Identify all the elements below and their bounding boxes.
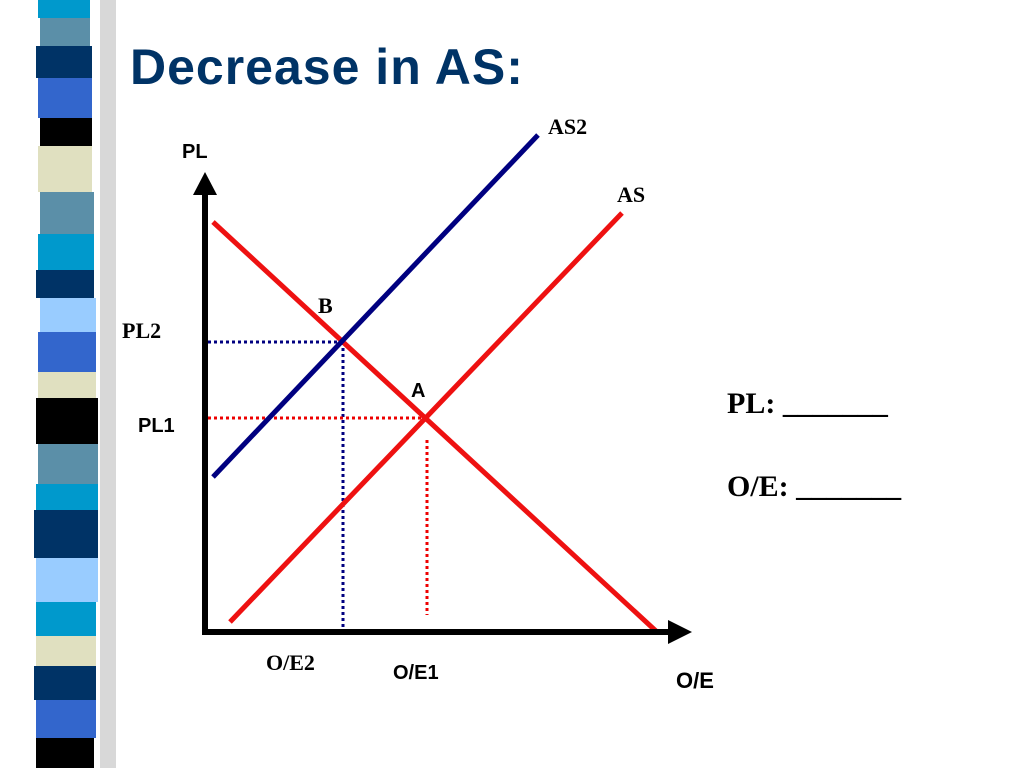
decor-stripe: [34, 0, 116, 768]
x-axis-label: O/E: [676, 668, 714, 693]
diagram: PL O/E AS2 AS B A PL2 PL1 O/E2 O/E1: [122, 114, 714, 693]
y-axis-label: PL: [182, 141, 208, 163]
as-curve: [228, 211, 624, 624]
point-label: B: [318, 293, 333, 318]
point-label: A: [411, 380, 425, 402]
x-axis-arrow: [668, 620, 692, 644]
ad-curve: [211, 220, 659, 634]
y-level-label: PL2: [122, 318, 161, 343]
slide-title: Decrease in AS:: [130, 39, 524, 95]
curve-label: AS2: [548, 114, 587, 139]
curve-label: AS: [617, 182, 645, 207]
y-level-label: PL1: [138, 415, 175, 437]
question: O/E: _______: [727, 470, 902, 503]
y-axis-arrow: [193, 172, 217, 195]
question: PL: _______: [727, 387, 889, 420]
x-level-label: O/E2: [266, 650, 315, 675]
as2-curve: [211, 133, 540, 479]
x-level-label: O/E1: [393, 662, 439, 684]
